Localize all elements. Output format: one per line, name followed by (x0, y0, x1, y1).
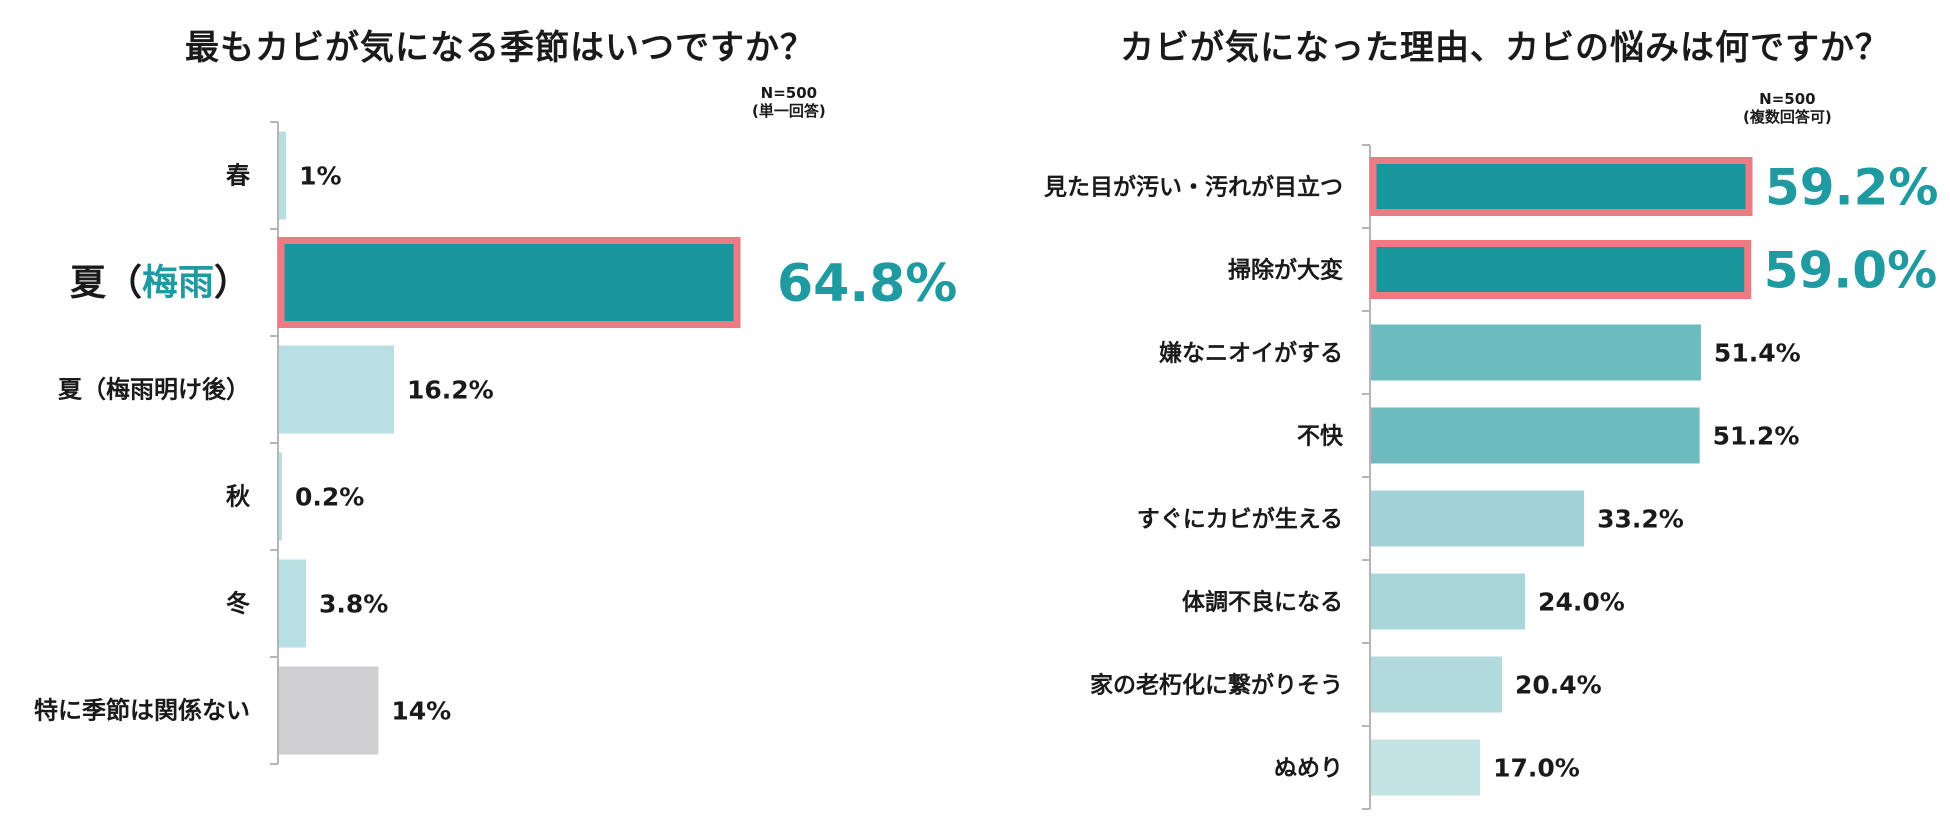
category-label: 不快 (1297, 424, 1344, 450)
bar (279, 452, 282, 541)
bar-chart-reasons: 見た目が汚い・汚れが目立つ 59.2% 掃除が大変 59.0% 嫌なニオイがする 51.4… (1044, 144, 1938, 810)
category-label: 夏（梅雨明け後） (58, 376, 250, 404)
bar-highlighted (277, 237, 741, 328)
bar-group (279, 345, 394, 434)
bar (1371, 656, 1502, 713)
category-label: 冬 (226, 590, 250, 618)
bar (1371, 324, 1701, 381)
category-label: 秋 (226, 483, 251, 511)
bar-group (1371, 573, 1526, 630)
category-label-part: ） (214, 263, 250, 304)
bar-group (1371, 324, 1701, 381)
chart-title: 最もカビが気になる季節はいつですか？ (185, 28, 815, 68)
category-label: 掃除が大変 (1228, 257, 1343, 284)
category-label: 嫌なニオイがする (1159, 340, 1343, 367)
sample-note: N=500 (単一回答) (752, 84, 826, 120)
chart-title: カビが気になった理由、カビの悩みは何ですか？ (1120, 28, 1890, 68)
bar-group (1371, 656, 1502, 713)
bar-chart-season: 春 1% 夏（梅雨） 64.8% 夏（梅雨明け後） 16.2% 秋 0.2% 冬 3.8% 特に季節… (34, 121, 957, 765)
bar-highlighted (1369, 157, 1753, 216)
value-label: 59.0% (1764, 242, 1937, 300)
bar (279, 559, 306, 648)
category-label: 夏（梅雨） (70, 263, 250, 304)
category-label: 特に季節は関係ない (34, 697, 250, 725)
chart-panel-season: 最もカビが気になる季節はいつですか？ N=500 (単一回答) (185, 28, 826, 120)
category-label: 春 (226, 162, 250, 190)
category-label: 家の老朽化に繋がりそう (1090, 672, 1343, 699)
category-label-part: 梅雨 (142, 263, 214, 304)
value-label: 59.2% (1765, 159, 1938, 217)
bar (1371, 490, 1585, 547)
bar-group (277, 237, 741, 328)
bar (279, 666, 379, 755)
bar-highlighted (1369, 240, 1752, 299)
answer-type: (複数回答可) (1743, 108, 1832, 126)
bar-group (279, 559, 306, 648)
value-label: 16.2% (407, 376, 494, 405)
bar (1371, 573, 1526, 630)
category-label: 見た目が汚い・汚れが目立つ (1044, 174, 1343, 201)
sample-note: N=500 (複数回答可) (1743, 90, 1832, 126)
value-label: 51.4% (1714, 339, 1801, 368)
category-label-part: 冬 (226, 590, 250, 618)
bar-group (1371, 407, 1700, 464)
category-label-part: 春 (226, 162, 250, 190)
bar (1371, 407, 1700, 464)
bar-group (1369, 157, 1753, 216)
value-label: 20.4% (1515, 671, 1602, 700)
category-label: すぐにカビが生える (1137, 506, 1343, 533)
bar (279, 345, 394, 434)
chart-panel-reasons: カビが気になった理由、カビの悩みは何ですか？ N=500 (複数回答可) (975, 0, 1950, 821)
value-label: 14% (391, 697, 451, 726)
category-label: ぬめり (1274, 756, 1343, 782)
bar-group (279, 131, 287, 220)
value-label: 1% (299, 162, 341, 191)
bar-group (279, 452, 282, 541)
value-label: 64.8% (777, 254, 957, 314)
value-label: 24.0% (1538, 588, 1625, 617)
bar-group (1369, 240, 1752, 299)
category-label-part: 夏（梅雨明け後） (58, 376, 250, 404)
bar (1371, 739, 1481, 796)
bar (279, 131, 287, 220)
value-label: 33.2% (1597, 505, 1684, 534)
sample-size: N=500 (1759, 90, 1816, 108)
bar-group (1371, 739, 1481, 796)
category-label-part: 夏（ (70, 263, 142, 304)
answer-type: (単一回答) (752, 102, 826, 120)
category-label-part: 特に季節は関係ない (34, 697, 250, 725)
category-label-part: 秋 (226, 483, 251, 511)
bar-group (279, 666, 379, 755)
category-label: 体調不良になる (1182, 589, 1343, 616)
bar-group (1371, 490, 1585, 547)
value-label: 51.2% (1713, 422, 1800, 451)
value-label: 0.2% (295, 483, 364, 512)
value-label: 17.0% (1493, 754, 1580, 783)
value-label: 3.8% (319, 590, 388, 619)
sample-size: N=500 (760, 84, 818, 102)
